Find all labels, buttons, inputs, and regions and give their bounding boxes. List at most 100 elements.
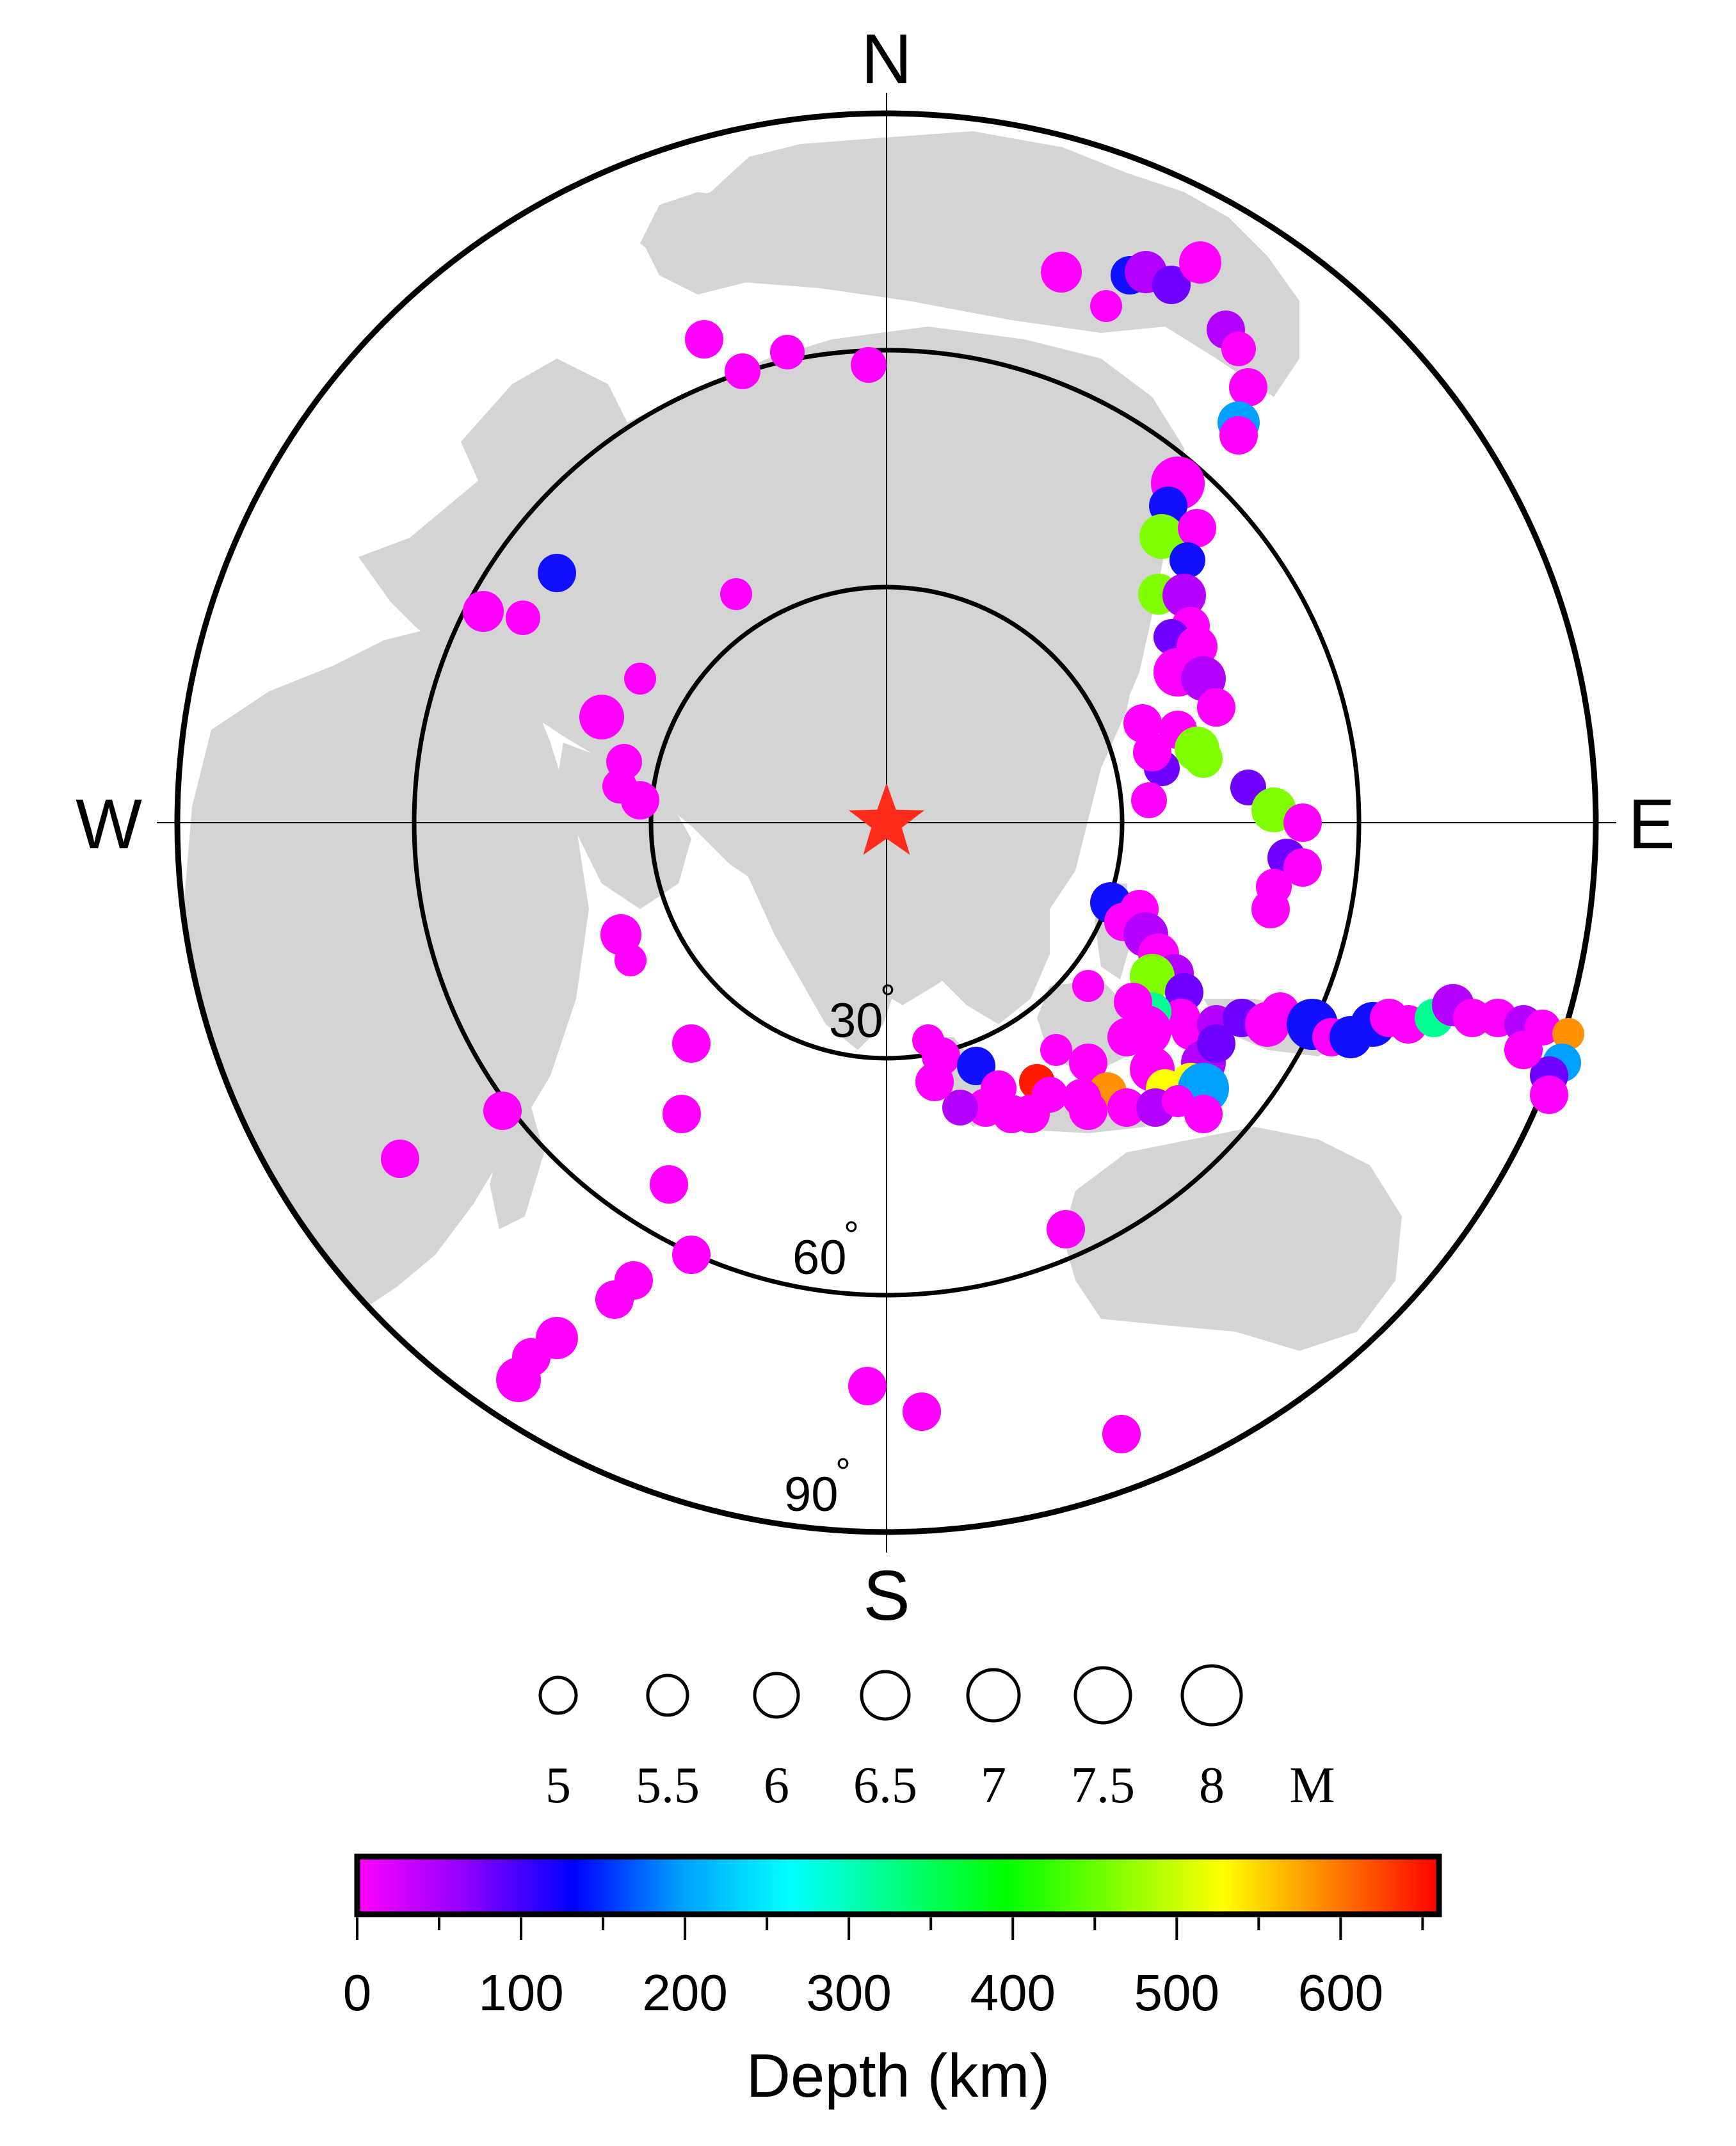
colorbar-tick-label: 200 (642, 1964, 727, 2021)
ring-label-30: 30 ° (829, 977, 896, 1048)
earthquake-event (538, 554, 576, 592)
magnitude-label: 6.5 (853, 1757, 917, 1814)
earthquake-event (1040, 1034, 1072, 1066)
earthquake-event (1133, 733, 1171, 771)
earthquake-event (1131, 782, 1167, 818)
direction-south: S (863, 1556, 910, 1635)
ring-label-text: 90 (784, 1467, 839, 1522)
earthquake-event (1069, 1092, 1107, 1130)
magnitude-circle (966, 1668, 1021, 1723)
earthquake-event (672, 1024, 711, 1063)
earthquake-event (851, 347, 887, 383)
earthquake-event (483, 1092, 522, 1130)
earthquake-event (1047, 1210, 1085, 1248)
earthquake-events (381, 241, 1584, 1453)
ring-90-boundary (174, 110, 1599, 1535)
earthquake-event (1032, 1077, 1068, 1113)
earthquake-event (1069, 1044, 1107, 1082)
earthquake-event (496, 1357, 541, 1402)
earthquake-event (770, 335, 805, 369)
ring-label-90: 90 ° (784, 1451, 851, 1522)
ring-label-60: 60 ° (792, 1214, 859, 1285)
earthquake-event (981, 1070, 1017, 1106)
magnitude-circle (1180, 1664, 1243, 1727)
southeast-asia-landmass (928, 883, 1050, 1024)
colorbar-title: Depth (km) (746, 2042, 1050, 2110)
direction-west: W (76, 785, 142, 864)
earthquake-event (720, 578, 752, 610)
magnitude-label: 8 (1199, 1757, 1225, 1814)
colorbar-tick-label: 0 (343, 1964, 372, 2021)
earthquake-event (1221, 332, 1256, 366)
direction-east: E (1628, 785, 1675, 864)
earthquake-event (579, 695, 624, 739)
earthquake-event (915, 1063, 954, 1101)
colorbar-tick-label: 600 (1298, 1964, 1383, 2021)
earthquake-event (595, 1280, 634, 1319)
magnitude-circle (753, 1672, 800, 1719)
magnitude-circle (646, 1674, 689, 1717)
earthquake-event (1072, 970, 1104, 1002)
eurasia-landmass (358, 327, 1184, 1005)
colorbar-gradient (354, 1853, 1442, 1917)
india-landmass (743, 864, 896, 1050)
earthquake-event (1251, 890, 1290, 928)
earthquake-event (1152, 266, 1191, 304)
colorbar-tick-label: 500 (1134, 1964, 1219, 2021)
colorbar-tick-label: 300 (806, 1964, 891, 2021)
earthquake-event (650, 1165, 688, 1204)
magnitude-circle (538, 1675, 578, 1715)
ring-label-text: 60 (792, 1230, 847, 1285)
magnitude-circle (860, 1670, 911, 1721)
arctic-landmass (640, 131, 1299, 397)
earthquake-event (848, 1367, 887, 1405)
madagascar-landmass (490, 1108, 544, 1229)
earthquake-event (1107, 1088, 1146, 1127)
degree-symbol: ° (880, 977, 896, 1020)
magnitude-unit-label: M (1289, 1757, 1335, 1814)
ring-60 (412, 348, 1362, 1298)
earthquake-event (1552, 1018, 1584, 1050)
earthquake-event (725, 353, 760, 389)
direction-north: N (861, 20, 912, 99)
degree-symbol: ° (844, 1214, 859, 1257)
earthquake-event (1041, 252, 1082, 293)
depth-colorbar: 0 100 200 300 400 500 600 Depth (km) (343, 1853, 1442, 2110)
australia-landmass (1063, 1127, 1402, 1351)
earthquake-event (624, 663, 656, 695)
magnitude-legend: 5 5.5 6 6.5 7 7.5 8 (538, 1664, 1243, 1814)
earthquake-event (912, 1024, 944, 1056)
earthquake-event (1530, 1076, 1568, 1114)
earthquake-event (1178, 509, 1216, 547)
magnitude-label: 6 (764, 1757, 789, 1814)
colorbar-tick-label: 400 (970, 1964, 1056, 2021)
earthquake-event (602, 769, 637, 803)
earthquake-event (1139, 514, 1184, 559)
star-icon (849, 783, 924, 855)
earthquake-event (1283, 803, 1322, 842)
earthquake-event (1283, 848, 1322, 887)
earthquake-event (672, 1236, 711, 1274)
arabia-landmass (557, 743, 691, 909)
earthquake-event (957, 1047, 995, 1085)
earthquake-event (1107, 1018, 1146, 1056)
magnitude-label: 7.5 (1071, 1757, 1135, 1814)
earthquake-event (1179, 241, 1221, 284)
earthquake-event (1169, 542, 1205, 578)
earthquake-event (942, 1090, 978, 1125)
earthquake-event (1504, 1031, 1543, 1069)
degree-symbol: ° (835, 1451, 851, 1494)
earthquake-event (1197, 688, 1235, 727)
earthquake-event (1162, 574, 1206, 617)
earthquake-event (1102, 1415, 1141, 1453)
earthquake-event (903, 1392, 941, 1431)
colorbar-tick-label: 100 (478, 1964, 563, 2021)
earthquake-event (615, 944, 647, 976)
earthquake-event (685, 320, 723, 359)
earthquake-event (663, 1095, 701, 1133)
magnitude-label: 5 (545, 1757, 571, 1814)
earthquake-event (1197, 1024, 1235, 1063)
magnitude-label: 5.5 (636, 1757, 700, 1814)
earthquake-event (506, 601, 540, 635)
